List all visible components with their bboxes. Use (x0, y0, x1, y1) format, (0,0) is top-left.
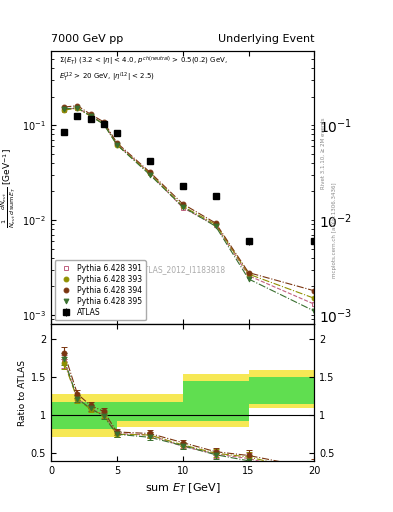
Pythia 6.428 393 (312, 295, 317, 302)
Text: 7000 GeV pp: 7000 GeV pp (51, 33, 123, 44)
Pythia 6.428 393 (180, 203, 185, 209)
Pythia 6.428 391 (88, 113, 93, 119)
Pythia 6.428 393 (147, 170, 152, 177)
Y-axis label: Ratio to ATLAS: Ratio to ATLAS (18, 359, 27, 425)
Pythia 6.428 393 (75, 105, 80, 111)
Pythia 6.428 393 (62, 107, 67, 113)
Pythia 6.428 394 (147, 169, 152, 175)
Line: Pythia 6.428 395: Pythia 6.428 395 (62, 105, 317, 313)
Pythia 6.428 395 (101, 121, 106, 127)
Pythia 6.428 394 (62, 104, 67, 110)
Pythia 6.428 391 (246, 272, 251, 279)
Pythia 6.428 391 (312, 301, 317, 307)
Pythia 6.428 391 (213, 222, 218, 228)
Pythia 6.428 391 (62, 106, 67, 113)
Pythia 6.428 395 (246, 276, 251, 282)
Pythia 6.428 395 (115, 142, 119, 148)
Text: ATLAS_2012_I1183818: ATLAS_2012_I1183818 (140, 265, 226, 274)
Line: Pythia 6.428 391: Pythia 6.428 391 (62, 105, 317, 307)
Pythia 6.428 395 (312, 308, 317, 314)
Pythia 6.428 394 (180, 201, 185, 207)
Pythia 6.428 395 (62, 106, 67, 112)
Pythia 6.428 393 (88, 113, 93, 119)
Pythia 6.428 391 (115, 141, 119, 147)
Pythia 6.428 395 (213, 223, 218, 229)
Pythia 6.428 393 (213, 221, 218, 227)
Pythia 6.428 395 (147, 172, 152, 178)
Pythia 6.428 393 (101, 121, 106, 127)
Text: mcplots.cern.ch [arXiv:1306.3436]: mcplots.cern.ch [arXiv:1306.3436] (332, 183, 337, 278)
Pythia 6.428 393 (246, 271, 251, 277)
Pythia 6.428 394 (115, 140, 119, 146)
Legend: Pythia 6.428 391, Pythia 6.428 393, Pythia 6.428 394, Pythia 6.428 395, ATLAS: Pythia 6.428 391, Pythia 6.428 393, Pyth… (55, 260, 146, 321)
Pythia 6.428 395 (88, 113, 93, 119)
Pythia 6.428 394 (101, 119, 106, 125)
Pythia 6.428 394 (246, 269, 251, 275)
Pythia 6.428 394 (213, 220, 218, 226)
Pythia 6.428 394 (88, 111, 93, 117)
Pythia 6.428 391 (180, 205, 185, 211)
Pythia 6.428 393 (115, 142, 119, 148)
Line: Pythia 6.428 393: Pythia 6.428 393 (62, 105, 317, 301)
Text: Rivet 3.1.10, ≥ 2M events: Rivet 3.1.10, ≥ 2M events (320, 118, 325, 189)
Text: Underlying Event: Underlying Event (218, 33, 314, 44)
Y-axis label: $\frac{1}{N_{evt}}\frac{dN_{evt}}{d\,\mathrm{sum}\,E_T}$ [GeV$^{-1}$]: $\frac{1}{N_{evt}}\frac{dN_{evt}}{d\,\ma… (0, 148, 18, 228)
Pythia 6.428 394 (75, 102, 80, 109)
Pythia 6.428 394 (312, 288, 317, 294)
Pythia 6.428 391 (75, 105, 80, 111)
Pythia 6.428 391 (147, 170, 152, 177)
Line: Pythia 6.428 394: Pythia 6.428 394 (62, 103, 317, 293)
Pythia 6.428 395 (75, 105, 80, 111)
Text: $\Sigma(E_T)$ (3.2 < |$\eta$| < 4.0, $p^{ch(neutral)}$ > 0.5(0.2) GeV,
$E_T^{l12: $\Sigma(E_T)$ (3.2 < |$\eta$| < 4.0, $p^… (59, 54, 228, 84)
X-axis label: sum $E_T$ [GeV]: sum $E_T$ [GeV] (145, 481, 220, 495)
Pythia 6.428 391 (101, 120, 106, 126)
Pythia 6.428 395 (180, 204, 185, 210)
